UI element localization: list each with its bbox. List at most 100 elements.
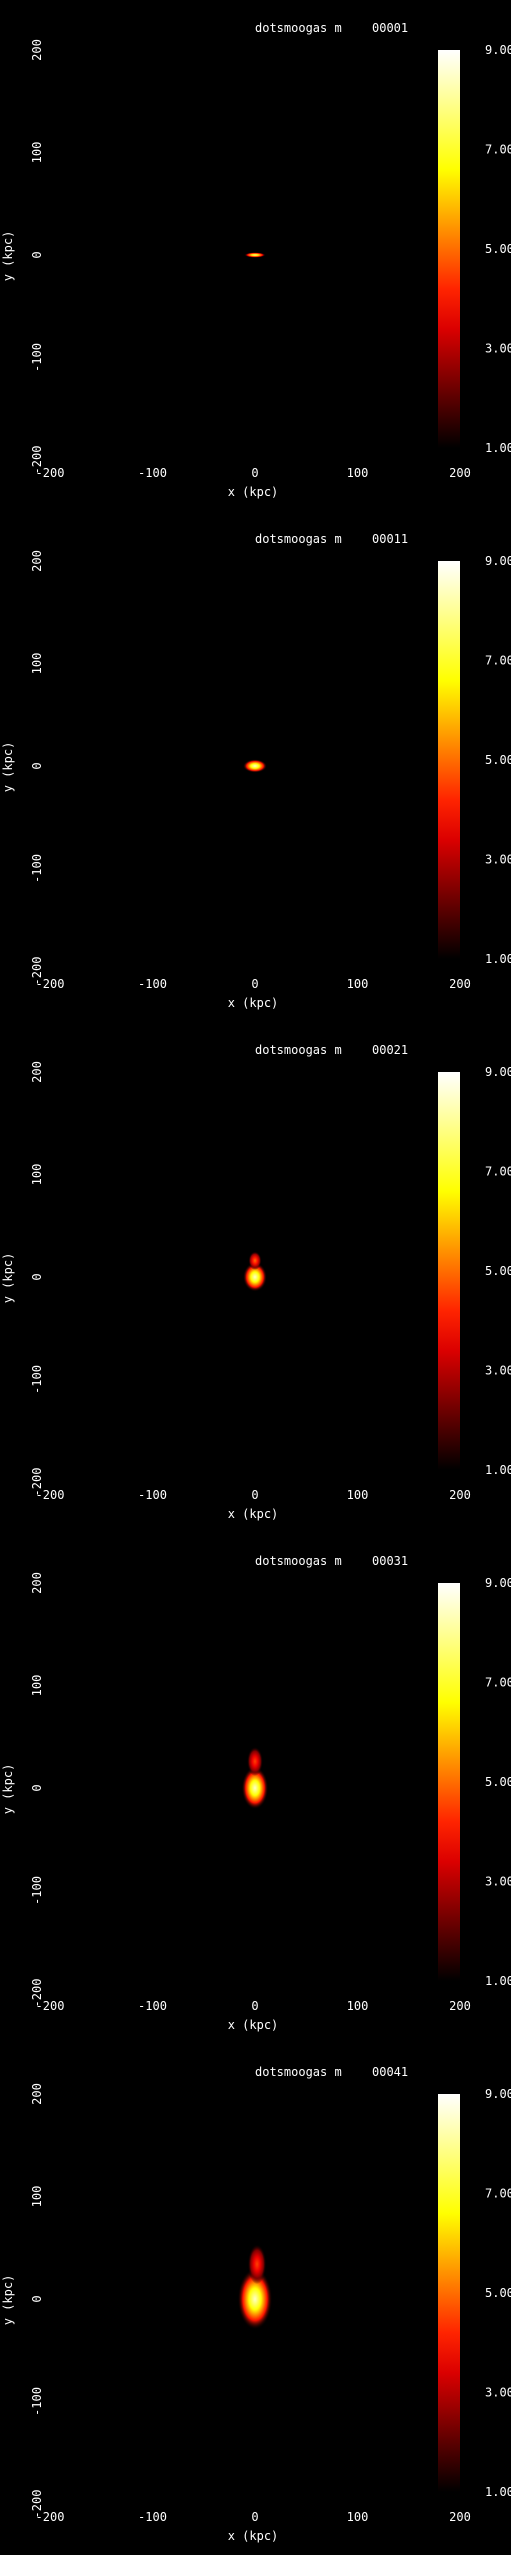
panel-00011: 9.00 7.00 5.00 3.00 1.00 dotsmoogas m 00011 -20… [0,511,511,1022]
x-tick-label: 100 [347,2510,369,2524]
x-axis-label: x (kpc) [228,2529,279,2543]
x-tick-label: 0 [251,2510,258,2524]
x-tick-label: 0 [251,1488,258,1502]
density-blob [244,252,266,258]
y-tick-label: -200 [30,957,44,986]
frame-number: 00031 [372,1554,408,1568]
y-tick-label: 0 [30,251,44,258]
y-tick-label: 100 [30,1675,44,1697]
colorbar-tick-label: 1.00 [485,952,511,966]
panel-title: dotsmoogas m [255,21,342,35]
y-tick-label: 200 [30,550,44,572]
x-axis-label: x (kpc) [228,2018,279,2032]
density-blob [247,2244,267,2285]
panel-title: dotsmoogas m [255,1043,342,1057]
y-axis-label: y (kpc) [1,2275,15,2326]
heatmap-plot: 9.00 7.00 5.00 3.00 1.00 dotsmoogas m 00031 -20… [1,1554,511,2032]
y-axis-label: y (kpc) [1,231,15,282]
x-tick-label: -200 [36,2510,65,2524]
colorbar-tick-label: 3.00 [485,1364,511,1378]
x-tick-label: -200 [36,977,65,991]
y-tick-label: 0 [30,1273,44,1280]
colorbar-tick-label: 7.00 [485,1676,511,1690]
y-tick-label: 100 [30,2186,44,2208]
colorbar-tick-label: 9.00 [485,554,511,568]
x-tick-label: 100 [347,1999,369,2013]
colorbar-tick-label: 3.00 [485,342,511,356]
x-tick-label: -100 [138,1999,167,2013]
density-blob [243,1262,267,1292]
panel-title: dotsmoogas m [255,1554,342,1568]
y-tick-label: -100 [30,1365,44,1394]
y-tick-label: -100 [30,854,44,883]
frame-number: 00001 [372,21,408,35]
colorbar-tick-label: 5.00 [485,753,511,767]
y-tick-label: -200 [30,446,44,475]
panel-00041: 9.00 7.00 5.00 3.00 1.00 dotsmoogas m 00041 -20… [0,2044,511,2555]
y-tick-label: 100 [30,1164,44,1186]
y-tick-label: 100 [30,653,44,675]
density-blob [247,1746,263,1777]
heatmap-plot: 9.00 7.00 5.00 3.00 1.00 dotsmoogas m 00021 -20… [1,1043,511,1521]
y-tick-label: 0 [30,2295,44,2302]
x-tick-label: 0 [251,1999,258,2013]
x-axis-label: x (kpc) [228,485,279,499]
panel-00021: 9.00 7.00 5.00 3.00 1.00 dotsmoogas m 00021 -20… [0,1022,511,1533]
x-tick-label: 0 [251,466,258,480]
colorbar-tick-label: 5.00 [485,242,511,256]
colorbar [438,2094,460,2492]
panel-00031: 9.00 7.00 5.00 3.00 1.00 dotsmoogas m 00031 -20… [0,1533,511,2044]
y-tick-label: -200 [30,1468,44,1497]
x-axis-label: x (kpc) [228,1507,279,1521]
y-tick-label: -100 [30,2387,44,2416]
x-tick-label: -100 [138,1488,167,1502]
x-tick-label: 200 [449,1999,471,2013]
heatmap-plot: 9.00 7.00 5.00 3.00 1.00 dotsmoogas m 00041 -20… [1,2065,511,2543]
colorbar-tick-label: 9.00 [485,1065,511,1079]
colorbar-tick-label: 3.00 [485,2386,511,2400]
y-tick-label: 0 [30,1784,44,1791]
colorbar [438,1072,460,1470]
x-axis-label: x (kpc) [228,996,279,1010]
colorbar-tick-label: 1.00 [485,1463,511,1477]
x-tick-label: 100 [347,1488,369,1502]
y-tick-label: 200 [30,1061,44,1083]
x-tick-label: -200 [36,466,65,480]
panel-title: dotsmoogas m [255,2065,342,2079]
y-tick-label: -100 [30,1876,44,1905]
x-tick-label: -100 [138,2510,167,2524]
colorbar-tick-label: 7.00 [485,654,511,668]
y-tick-label: -200 [30,2490,44,2519]
heatmap-plot: 9.00 7.00 5.00 3.00 1.00 dotsmoogas m 00011 -20… [1,532,511,1010]
x-tick-label: 0 [251,977,258,991]
x-tick-label: 200 [449,466,471,480]
y-axis-label: y (kpc) [1,742,15,793]
colorbar-tick-label: 9.00 [485,1576,511,1590]
heatmap-plot: 9.00 7.00 5.00 3.00 1.00 dotsmoogas m 00001 -20… [1,21,511,499]
y-tick-label: -200 [30,1979,44,2008]
y-tick-label: 100 [30,142,44,164]
density-blob [237,2268,273,2330]
density-blob [248,1251,262,1270]
colorbar-tick-label: 3.00 [485,1875,511,1889]
colorbar-tick-label: 3.00 [485,853,511,867]
x-tick-label: 100 [347,466,369,480]
y-tick-label: -100 [30,343,44,372]
colorbar [438,561,460,959]
colorbar-tick-label: 7.00 [485,2187,511,2201]
y-tick-label: 0 [30,762,44,769]
x-tick-label: 200 [449,977,471,991]
colorbar-tick-label: 5.00 [485,2286,511,2300]
y-tick-label: 200 [30,1572,44,1594]
colorbar-tick-label: 1.00 [485,1974,511,1988]
y-tick-label: 200 [30,2083,44,2105]
colorbar [438,1583,460,1981]
frame-number: 00011 [372,532,408,546]
colorbar [438,50,460,448]
x-tick-label: 200 [449,2510,471,2524]
colorbar-tick-label: 7.00 [485,1165,511,1179]
y-axis-label: y (kpc) [1,1253,15,1304]
panel-title: dotsmoogas m [255,532,342,546]
y-tick-label: 200 [30,39,44,61]
x-tick-label: -100 [138,466,167,480]
